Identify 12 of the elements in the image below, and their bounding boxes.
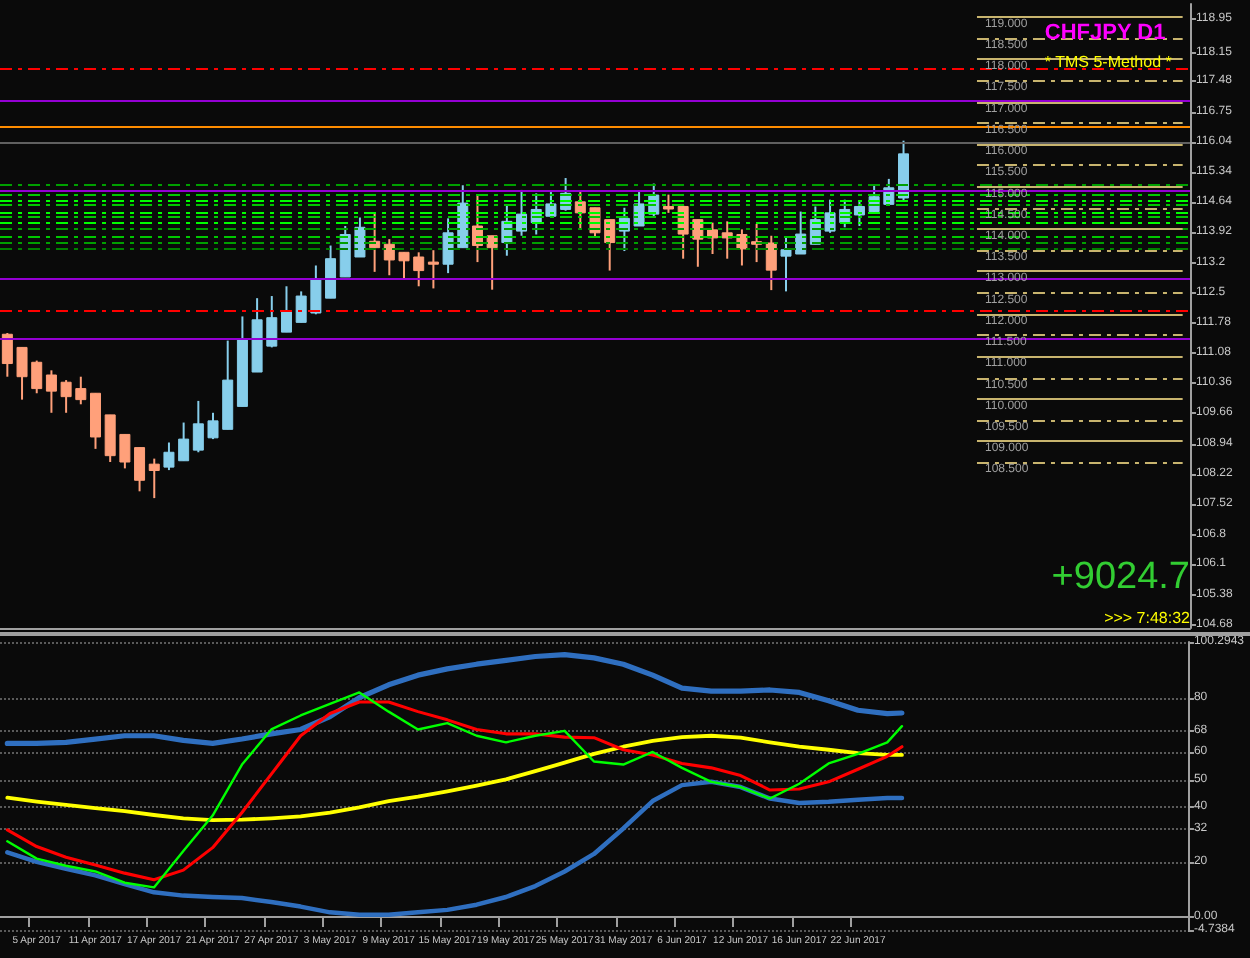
candlestick — [89, 392, 101, 450]
line-series — [4, 652, 905, 747]
candlestick — [707, 221, 719, 256]
line-series — [5, 779, 905, 918]
candlestick — [148, 457, 160, 500]
line-series — [5, 733, 904, 823]
annotation: >>> 7:48:32 — [1104, 609, 1192, 627]
candlestick — [280, 285, 292, 334]
candlestick — [427, 249, 439, 290]
text: CHFJPY D1 — [1044, 21, 1166, 45]
candlestick — [765, 234, 777, 292]
annotation: +9024.7 — [1051, 556, 1191, 598]
